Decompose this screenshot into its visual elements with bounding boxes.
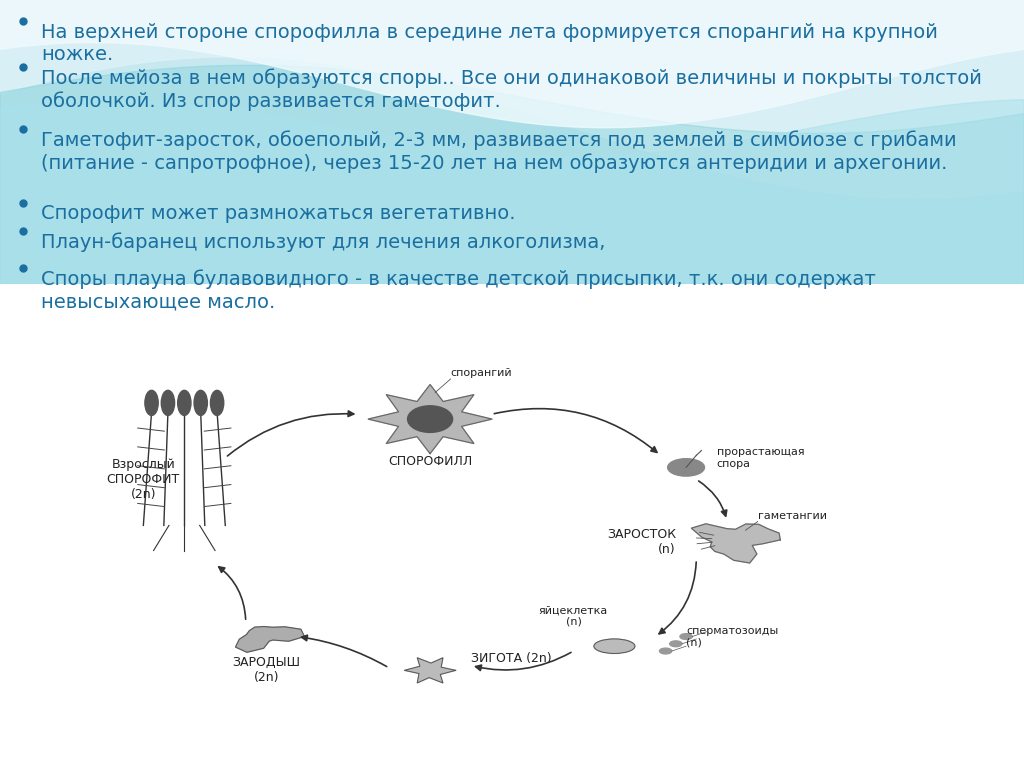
Circle shape [668, 459, 705, 476]
Text: ЗАРОСТОК
(n): ЗАРОСТОК (n) [606, 528, 676, 556]
Text: Плаун-баранец используют для лечения алкоголизма,: Плаун-баранец используют для лечения алк… [41, 232, 605, 252]
Text: яйцеклетка
(n): яйцеклетка (n) [539, 605, 608, 627]
Text: СПОРОФИЛЛ: СПОРОФИЛЛ [388, 456, 472, 469]
Text: гаметангии: гаметангии [758, 511, 826, 521]
Text: ЗАРОДЫШ
(2n): ЗАРОДЫШ (2n) [232, 656, 300, 684]
Ellipse shape [211, 390, 223, 416]
Polygon shape [404, 658, 456, 683]
Text: Взрослый
СПОРОФИТ
(2n): Взрослый СПОРОФИТ (2n) [106, 458, 180, 502]
Circle shape [680, 634, 692, 640]
Text: прорастающая
спора: прорастающая спора [717, 447, 805, 469]
Polygon shape [691, 524, 780, 563]
Text: ЗИГОТА (2n): ЗИГОТА (2n) [471, 652, 552, 665]
Text: сперматозоиды
(n): сперматозоиды (n) [686, 626, 778, 647]
Ellipse shape [408, 406, 453, 433]
Polygon shape [0, 65, 1024, 284]
Polygon shape [0, 100, 1024, 284]
Circle shape [659, 648, 672, 654]
Text: спорангий: спорангий [451, 368, 512, 378]
Circle shape [670, 641, 682, 647]
Ellipse shape [161, 390, 174, 416]
Text: На верхней стороне спорофилла в середине лета формируется спорангий на крупной
н: На верхней стороне спорофилла в середине… [41, 23, 938, 64]
Polygon shape [369, 384, 492, 453]
Text: Гаметофит-заросток, обоеполый, 2-3 мм, развивается под землей в симбиозе с гриба: Гаметофит-заросток, обоеполый, 2-3 мм, р… [41, 130, 956, 173]
Polygon shape [0, 0, 1024, 127]
Ellipse shape [144, 390, 158, 416]
Text: После мейоза в нем образуются споры.. Все они одинаковой величины и покрыты толс: После мейоза в нем образуются споры.. Вс… [41, 68, 982, 110]
Text: Спорофит может размножаться вегетативно.: Спорофит может размножаться вегетативно. [41, 204, 515, 223]
Text: Споры плауна булавовидного - в качестве детской присыпки, т.к. они содержат
невы: Споры плауна булавовидного - в качестве … [41, 270, 876, 311]
Ellipse shape [594, 639, 635, 653]
Ellipse shape [178, 390, 190, 416]
Polygon shape [236, 627, 304, 652]
Ellipse shape [195, 390, 207, 416]
Polygon shape [0, 0, 1024, 199]
